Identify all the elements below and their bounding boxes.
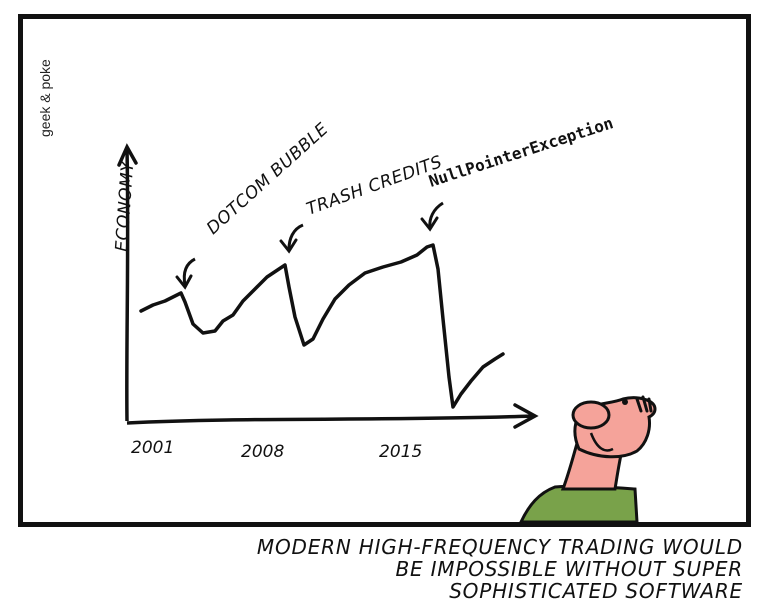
character-shirt bbox=[519, 484, 639, 522]
x-tick-2001: 2001 bbox=[131, 438, 174, 458]
npe-arrow-icon bbox=[428, 201, 444, 228]
x-tick-2008: 2008 bbox=[241, 442, 284, 462]
x-tick-2015: 2015 bbox=[379, 442, 422, 462]
character-eye bbox=[622, 399, 628, 405]
caption-line-3: SOPHISTICATED SOFTWARE bbox=[449, 579, 743, 603]
y-axis-label: ECONOMY bbox=[112, 159, 138, 252]
character-figure bbox=[519, 395, 657, 522]
caption-line-2: BE IMPOSSIBLE WITHOUT SUPER bbox=[395, 557, 743, 581]
comic-panel: geek & poke ECONOMY DOTCOM BUBBLE TRASH … bbox=[18, 14, 751, 527]
x-axis bbox=[126, 414, 534, 425]
annotation-trash: TRASH CREDITS bbox=[304, 152, 445, 220]
caption: MODERN HIGH-FREQUENCY TRADING WOULD BE I… bbox=[143, 536, 743, 602]
y-axis-arrow-icon bbox=[117, 143, 138, 167]
economy-line bbox=[139, 243, 505, 409]
character-hair-icon bbox=[635, 395, 653, 413]
dotcom-arrow-icon bbox=[182, 257, 196, 286]
character-nose bbox=[571, 400, 611, 430]
y-axis bbox=[125, 148, 130, 422]
comic-drawing: ECONOMY DOTCOM BUBBLE TRASH CREDITS Null… bbox=[112, 113, 657, 522]
x-axis-arrow-icon bbox=[513, 403, 539, 429]
annotation-dotcom: DOTCOM BUBBLE bbox=[203, 119, 333, 238]
caption-line-1: MODERN HIGH-FREQUENCY TRADING WOULD bbox=[256, 535, 743, 559]
trash-arrow-icon bbox=[287, 223, 304, 250]
annotation-npe: NullPointerException bbox=[426, 113, 615, 191]
